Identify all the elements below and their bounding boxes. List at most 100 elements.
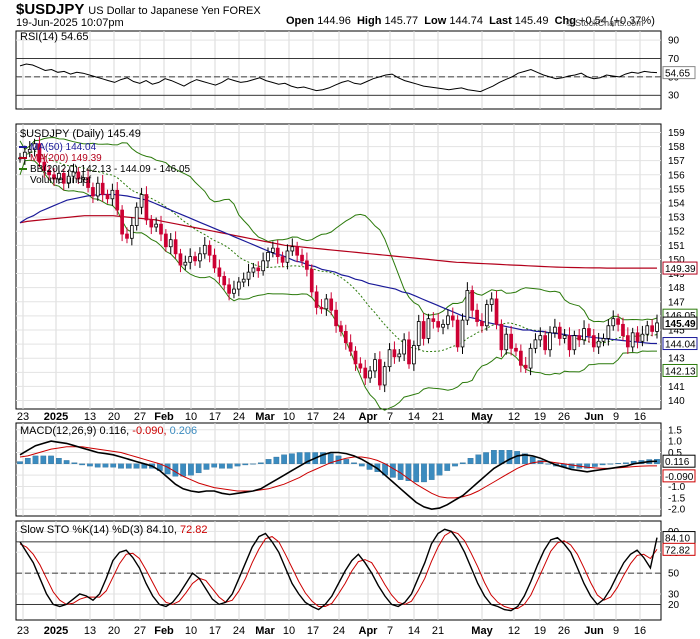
candle-body [61, 172, 66, 184]
candle-body [232, 288, 236, 294]
macd-histogram-bar [32, 455, 39, 464]
x-tick-label-bottom: 24 [333, 625, 345, 637]
macd-histogram-bar [459, 462, 466, 464]
price-y-tick-label: 140 [668, 396, 685, 407]
candle-body [373, 359, 377, 372]
macd-histogram-bar [110, 463, 117, 468]
chart-header-title: $USDJPY US Dollar to Japanese Yen FOREX [16, 1, 261, 18]
macd-histogram-bar [56, 458, 62, 464]
candle-body [154, 223, 159, 228]
candle-body [27, 148, 32, 153]
macd-histogram-bar [421, 463, 427, 483]
candle-body [66, 175, 71, 184]
macd-histogram-bar [17, 461, 23, 464]
candle-body [81, 177, 86, 180]
macd-histogram-bar [281, 454, 287, 464]
macd-histogram-bar [40, 455, 47, 464]
high-label: High [356, 15, 382, 27]
macd-y-tick-label: -1.0 [668, 482, 686, 493]
candle-body [188, 256, 193, 263]
candle-body [178, 253, 183, 266]
x-tick-label-bottom: May [471, 625, 493, 637]
candle-body [518, 350, 523, 366]
stoch-k-line [19, 528, 658, 612]
x-tick-label-top: 10 [283, 411, 295, 423]
candle-body [577, 335, 582, 341]
macd-histogram-bar [289, 453, 295, 464]
macd-histogram-bar [320, 452, 326, 464]
x-tick-label-bottom: 9 [613, 625, 619, 637]
candle-body [421, 321, 426, 339]
macd-histogram-bar [211, 463, 218, 468]
candle-body [261, 260, 265, 272]
candle-body [528, 347, 533, 369]
macd-histogram-bar [102, 463, 109, 468]
candle-body [572, 335, 577, 351]
macd-legend-hist: 0.206 [170, 425, 198, 437]
candle-body [655, 322, 659, 332]
candle-body [611, 318, 616, 327]
price-y-tick-label: 153 [668, 213, 685, 224]
candle-body [562, 335, 567, 339]
price-y-tick-label: 145 [668, 325, 685, 336]
ma50-legend: MA(50) 144.04 [30, 142, 97, 153]
candle-body [397, 353, 402, 358]
x-tick-label-bottom: 21 [432, 625, 444, 637]
candle-body [450, 315, 455, 321]
x-tick-label-top: 24 [333, 411, 345, 423]
x-tick-label-top: 23 [17, 411, 29, 423]
candle-body [480, 321, 484, 327]
candle-body [402, 339, 406, 355]
macd-histogram-bar [522, 453, 528, 464]
stoch-d-last-box [662, 542, 696, 556]
chg-label: Chg [554, 15, 576, 27]
macd-y-tick-label: 1.5 [668, 425, 682, 436]
stoch-d-line [19, 530, 658, 609]
candle-body [557, 326, 562, 339]
candle-body [465, 290, 470, 321]
candle-body [353, 350, 358, 365]
x-tick-label-top: 17 [209, 411, 221, 423]
candle-body [207, 244, 212, 256]
x-tick-label-bottom: 13 [84, 625, 96, 637]
candle-body [543, 335, 548, 351]
macd-histogram-bar [125, 463, 132, 469]
candle-body [596, 340, 601, 348]
candle-body [105, 194, 110, 200]
open-label: Open [286, 15, 315, 27]
low-value: 144.74 [449, 15, 483, 27]
candle-body [71, 171, 76, 177]
candle-body [134, 206, 139, 226]
macd-histogram-bar [265, 459, 272, 464]
candle-body [314, 291, 319, 308]
macd-histogram-bar [599, 463, 606, 466]
macd-histogram-bar [48, 455, 54, 464]
rsi-legend: RSI(14) 54.65 [20, 31, 88, 43]
x-tick-label-bottom: 7 [387, 625, 393, 637]
candle-body [348, 342, 353, 352]
candle-body [548, 332, 552, 351]
macd-histogram-bar [133, 463, 140, 469]
candle-body [387, 349, 392, 368]
price-y-tick-label: 141 [668, 382, 685, 393]
macd-histogram-bar [545, 463, 552, 465]
candle-body [285, 250, 290, 263]
candle-body [606, 325, 611, 339]
x-tick-label-bottom: Feb [154, 625, 174, 637]
macd-histogram-bar [172, 463, 179, 477]
candle-body [640, 333, 645, 342]
stoch-y-tick-label: 50 [668, 569, 680, 580]
macd-histogram-bar [343, 459, 350, 464]
signal-last-value: -0.090 [665, 472, 694, 483]
macd-histogram-bar [203, 463, 210, 470]
x-tick-label-bottom: 17 [209, 625, 221, 637]
price-y-tick-label: 148 [668, 283, 685, 294]
last-price-label: 145.49 [665, 319, 696, 330]
candle-body [159, 223, 163, 235]
macd-histogram-bar [584, 463, 590, 469]
candle-body [324, 298, 329, 310]
x-tick-label-top: 9 [613, 411, 619, 423]
x-tick-label-top: 16 [634, 411, 646, 423]
candle-body [504, 333, 509, 351]
x-tick-label-top: Feb [154, 411, 174, 423]
